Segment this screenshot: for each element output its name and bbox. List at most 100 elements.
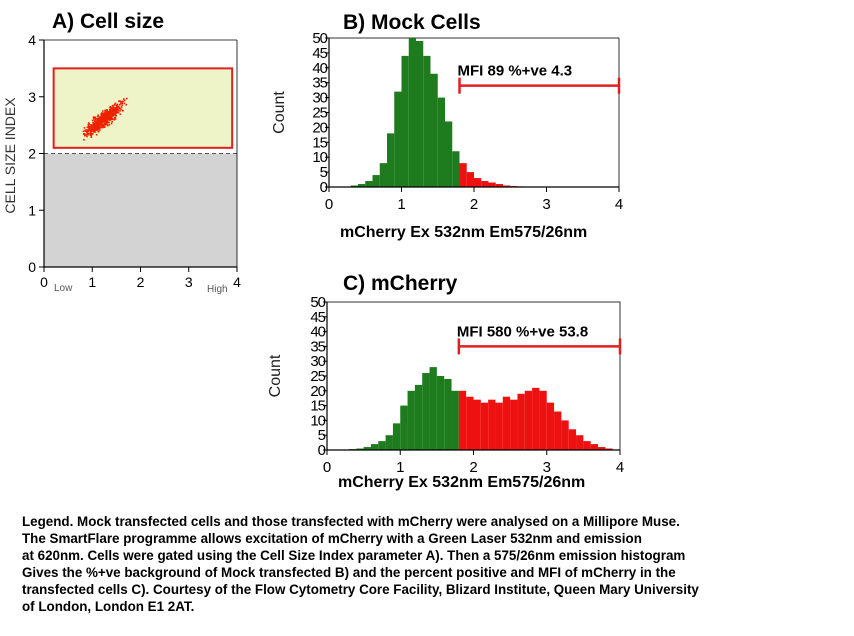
scatter-point <box>105 122 108 125</box>
scatter-point <box>98 127 101 130</box>
scatter-point <box>97 128 99 130</box>
histogram-bar <box>378 441 386 450</box>
scatter-point <box>100 126 103 129</box>
scatter-point <box>104 112 107 114</box>
x-tick-label: 2 <box>469 459 477 476</box>
scatter-point <box>97 127 100 129</box>
histogram-bar <box>394 91 402 187</box>
x-high-label: High <box>207 284 228 295</box>
legend-line: at 620nm. Cells were gated using the Cel… <box>22 548 686 563</box>
scatter-point <box>99 124 101 126</box>
x-tick-label: 1 <box>88 274 96 290</box>
scatter-point <box>106 116 108 119</box>
y-tick-label: 20 <box>310 383 325 400</box>
scatter-point <box>107 118 109 120</box>
scatter-point <box>103 117 106 120</box>
scatter-point <box>113 118 116 121</box>
histogram-bar <box>407 390 415 450</box>
scatter-point <box>86 131 88 134</box>
scatter-point <box>101 112 104 115</box>
scatter-point <box>90 134 92 137</box>
histogram-bar <box>481 181 489 187</box>
y-tick-label: 25 <box>310 368 325 385</box>
y-axis-label: Count <box>271 91 288 134</box>
histogram-bar <box>590 444 599 450</box>
scatter-point <box>107 112 109 115</box>
scatter-point <box>104 123 106 125</box>
scatter-point <box>101 122 103 124</box>
scatter-point <box>106 109 108 111</box>
histogram-bar <box>400 405 408 450</box>
scatter-point <box>116 103 119 106</box>
y-tick-label: 5 <box>320 164 328 181</box>
scatter-point <box>94 128 97 131</box>
scatter-point <box>100 118 102 120</box>
scatter-point <box>99 126 101 129</box>
scatter-point <box>94 131 97 133</box>
scatter-point <box>91 127 94 129</box>
scatter-point <box>112 108 115 111</box>
histogram-bar <box>358 184 366 187</box>
histogram-bar <box>546 402 555 450</box>
scatter-point <box>96 115 99 118</box>
scatter-point <box>113 112 116 115</box>
scatter-point <box>99 129 101 131</box>
scatter-point <box>90 130 93 132</box>
scatter-point <box>90 129 93 131</box>
scatter-point <box>96 123 99 126</box>
scatter-point <box>108 116 111 119</box>
scatter-point <box>101 118 104 120</box>
legend-line: of London, London E1 2AT. <box>22 599 195 614</box>
y-tick-label: 15 <box>312 134 327 151</box>
y-tick-label: 20 <box>312 119 327 136</box>
scatter-point <box>93 129 95 132</box>
scatter-point <box>85 129 88 132</box>
scatter-point <box>110 122 113 125</box>
histogram-bar <box>605 448 613 450</box>
scatter-point <box>111 112 114 114</box>
histogram-bar <box>379 163 387 187</box>
y-tick-label: 25 <box>312 105 327 122</box>
scatter-point <box>108 123 111 126</box>
scatter-point <box>121 109 124 112</box>
y-tick-label: 50 <box>312 30 327 47</box>
scatter-point <box>92 124 94 127</box>
y-tick-label: 30 <box>310 353 325 370</box>
scatter-point <box>96 129 99 132</box>
scatter-point <box>109 118 112 121</box>
scatter-point <box>108 111 111 113</box>
legend-line: Legend. Mock transfected cells and those… <box>22 514 680 529</box>
y-tick-label: 4 <box>28 32 36 48</box>
scatter-point <box>115 110 118 113</box>
scatter-point <box>102 123 105 125</box>
histogram-bar <box>356 448 364 450</box>
scatter-point <box>92 129 95 132</box>
scatter-point <box>89 128 92 131</box>
series-negative <box>348 367 459 450</box>
scatter-point <box>105 109 107 112</box>
scatter-point <box>98 123 100 125</box>
scatter-point <box>115 104 118 107</box>
histogram-bar <box>488 182 496 187</box>
scatter-point <box>117 111 120 114</box>
scatter-point <box>93 126 95 129</box>
scatter-point <box>84 134 86 136</box>
scatter-point <box>94 118 97 120</box>
scatter-point <box>104 111 107 113</box>
x-tick-label: 1 <box>396 459 404 476</box>
scatter-point <box>99 117 101 119</box>
scatter-point <box>112 114 115 117</box>
scatter-point <box>90 133 92 136</box>
scatter-point <box>100 113 102 115</box>
scatter-point <box>100 119 103 122</box>
scatter-point <box>119 100 121 102</box>
y-tick-label: 35 <box>310 338 325 355</box>
scatter-point <box>92 116 95 118</box>
histogram-bar <box>423 55 431 187</box>
histogram-bar <box>539 390 547 450</box>
scatter-point <box>87 133 89 136</box>
y-tick-label: 0 <box>320 179 328 196</box>
scatter-point <box>94 127 96 130</box>
histogram-bar <box>363 447 371 450</box>
scatter-point <box>100 114 103 116</box>
